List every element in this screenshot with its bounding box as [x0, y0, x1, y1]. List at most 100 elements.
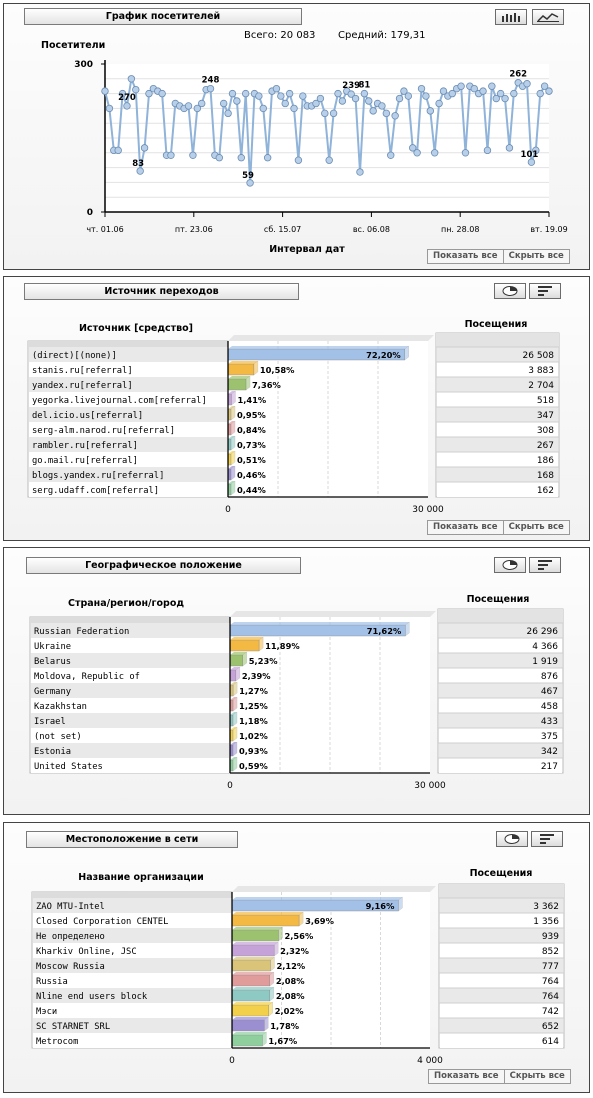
visits-value: 1 919: [532, 657, 558, 667]
row-shade: [440, 898, 563, 913]
name-table-top: [32, 892, 232, 898]
row-shade: [29, 437, 227, 452]
bar-side: [253, 360, 259, 376]
visits-value: 518: [537, 396, 554, 406]
table-view-button[interactable]: [531, 831, 563, 847]
percent-label: 2,12%: [276, 961, 305, 971]
data-point: [391, 112, 399, 120]
bar-top: [228, 421, 235, 424]
category-label: Kazakhstan: [34, 702, 87, 712]
category-label: serg.udaff.com[referral]: [32, 486, 159, 496]
bar-side: [232, 741, 238, 757]
data-point: [435, 99, 443, 108]
category-label: SC STARNET SRL: [36, 1022, 110, 1032]
show-all-button[interactable]: Показать все: [428, 250, 504, 263]
percent-label: 1,02%: [239, 731, 268, 741]
data-point: [219, 99, 228, 108]
data-label: 83: [132, 159, 144, 169]
pie-view-button[interactable]: [494, 557, 526, 573]
data-point: [312, 99, 320, 108]
data-point: [470, 84, 478, 93]
table-toggle-buttons: Показать все Скрыть все: [428, 1069, 571, 1084]
bar-chart-icon: [502, 13, 520, 22]
category-label: go.mail.ru[referral]: [32, 456, 138, 466]
x-tick-label: чт. 01.06: [86, 225, 123, 234]
row-shade: [31, 668, 229, 683]
hide-all-button[interactable]: Скрыть все: [509, 1071, 565, 1081]
table-view-button[interactable]: [529, 557, 561, 573]
data-point: [448, 89, 456, 98]
name-column-header: Страна/регион/город: [68, 598, 184, 609]
data-point: [347, 90, 355, 98]
geography-panel: Географическое положение Страна/регион/г…: [3, 547, 590, 815]
pie-view-button[interactable]: [496, 831, 528, 847]
bar-top: [228, 346, 409, 349]
row-shade: [31, 623, 229, 638]
percent-label: 1,18%: [239, 716, 268, 726]
line-view-button[interactable]: [532, 9, 564, 25]
bar-top: [232, 927, 283, 930]
bar-side: [232, 756, 238, 772]
data-point: [523, 80, 531, 88]
row-shade: [439, 728, 562, 743]
bar-top: [230, 652, 247, 655]
bar-side: [232, 726, 238, 742]
visits-value: 939: [542, 932, 559, 942]
category-label: Israel: [34, 717, 66, 727]
bar: [231, 929, 279, 942]
bar-top: [230, 637, 264, 640]
bar-list-icon: [540, 834, 554, 844]
bar-view-button[interactable]: [495, 9, 527, 25]
percent-label: 11,89%: [265, 641, 300, 651]
data-point: [492, 94, 500, 103]
visits-value: 467: [541, 687, 558, 697]
data-point: [114, 146, 122, 155]
data-point: [224, 109, 232, 118]
data-point: [338, 97, 347, 105]
data-point: [127, 75, 136, 83]
bar-side: [274, 941, 279, 957]
bar-side: [398, 896, 403, 912]
data-point: [369, 107, 377, 115]
pie-view-button[interactable]: [494, 283, 526, 299]
x-tick-label: 0: [229, 1056, 235, 1066]
row-shade: [31, 713, 229, 728]
table-toggle-buttons: Показать все Скрыть все: [427, 520, 570, 535]
hide-all-button[interactable]: Скрыть все: [508, 522, 564, 532]
visits-value: 267: [537, 441, 554, 451]
data-point: [351, 94, 360, 103]
percent-label: 72,20%: [366, 350, 401, 360]
bar-side: [232, 681, 238, 697]
panel-title: Географическое положение: [26, 557, 301, 574]
data-point: [417, 84, 426, 93]
bar: [231, 1004, 269, 1017]
bar: [229, 639, 260, 652]
plot-top-face: [230, 611, 436, 617]
data-point: [325, 156, 333, 164]
data-point: [123, 102, 131, 110]
data-point: [246, 179, 254, 187]
row-shade: [440, 913, 563, 928]
bar-top: [230, 697, 238, 700]
data-point: [167, 151, 175, 159]
bar-top: [228, 466, 235, 469]
category-label: del.icio.us[referral]: [32, 411, 143, 421]
row-shade: [439, 743, 562, 758]
table-view-button[interactable]: [529, 283, 561, 299]
show-all-button[interactable]: Показать все: [428, 521, 504, 534]
hide-all-button[interactable]: Скрыть все: [508, 251, 564, 261]
bar-top: [232, 1017, 269, 1020]
data-point: [277, 92, 285, 100]
visits-value: 777: [542, 962, 559, 972]
category-label: Moldova, Republic of: [34, 672, 140, 682]
data-label: 239: [342, 81, 360, 91]
bar: [231, 1019, 265, 1032]
bar-side: [270, 956, 275, 972]
show-all-button[interactable]: Показать все: [429, 1070, 505, 1083]
bar-side: [298, 911, 304, 927]
bar-top: [232, 957, 275, 960]
data-point: [360, 89, 369, 98]
data-point: [413, 149, 421, 157]
bar-top: [228, 361, 258, 364]
bar-top: [232, 912, 304, 915]
